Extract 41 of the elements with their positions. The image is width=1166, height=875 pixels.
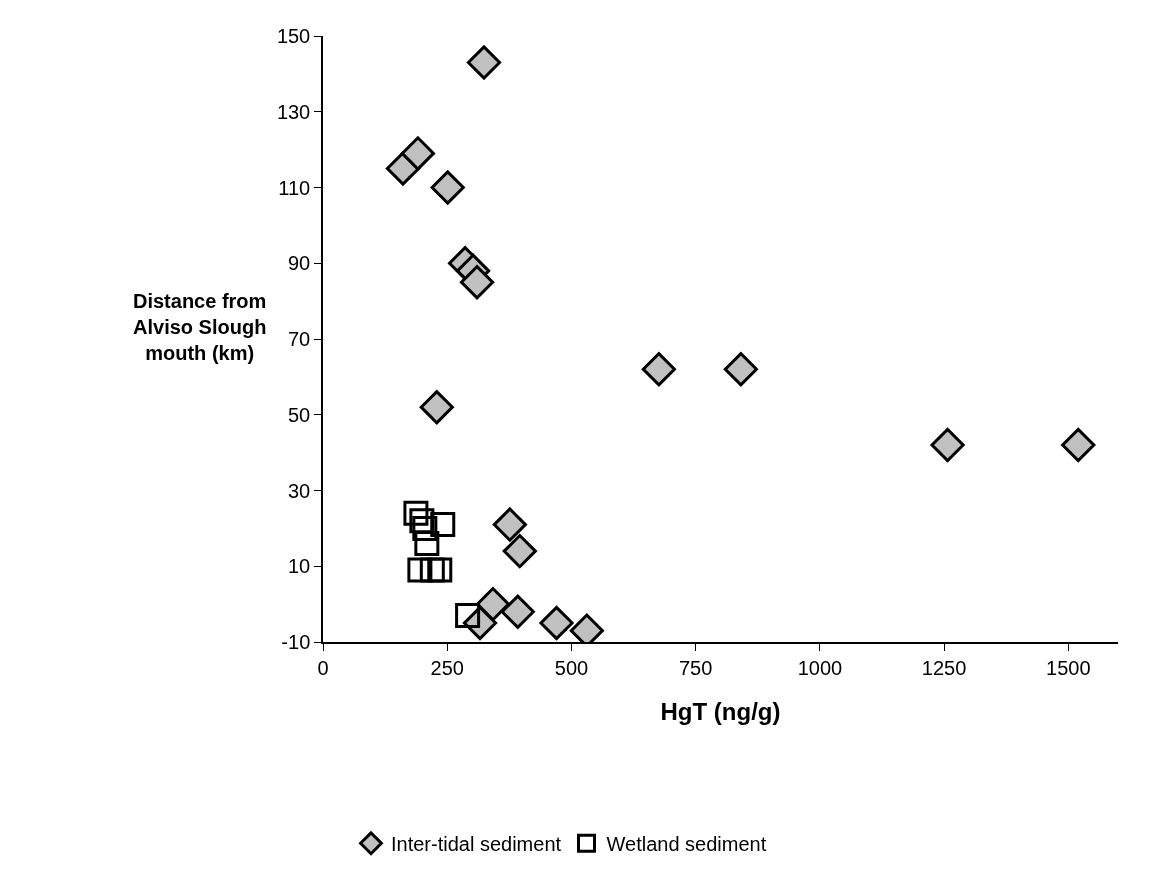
point [419, 557, 445, 583]
x-tick-label: 500 [554, 656, 589, 679]
point [419, 390, 454, 425]
y-tick-label: -10 [281, 631, 311, 653]
x-tick-label: 1250 [921, 656, 967, 679]
point [500, 594, 535, 629]
point [930, 427, 965, 463]
y-tick-label: 10 [288, 555, 311, 578]
point [409, 508, 435, 534]
y-tick-label: 30 [288, 479, 311, 502]
x-tick-label: 750 [678, 656, 713, 679]
point [1061, 427, 1096, 463]
point [400, 136, 435, 171]
point [403, 500, 429, 526]
legend-label: Wetland sediment [606, 833, 767, 856]
x-axis-title: HgT (ng/g) [660, 697, 781, 725]
point [539, 605, 574, 641]
x-tick-label: 1500 [1046, 656, 1091, 679]
point [412, 515, 438, 541]
point [414, 531, 440, 557]
point [427, 557, 453, 583]
point [430, 170, 465, 205]
y-tick-label: 130 [276, 100, 311, 123]
y-tick-label: 50 [288, 403, 311, 426]
point [492, 507, 527, 542]
point [407, 557, 433, 583]
x-tick-label: 0 [317, 656, 329, 679]
legend-label: Inter-tidal sediment [391, 833, 562, 856]
y-tick-label: 70 [288, 328, 311, 350]
point [430, 512, 456, 538]
point [723, 352, 758, 387]
x-tick-label: 250 [430, 656, 464, 679]
y-axis-title: Distance from Alviso Slough mouth (km) [133, 290, 267, 364]
point [641, 352, 676, 387]
y-tick-label: 110 [278, 176, 311, 199]
point [459, 265, 495, 300]
y-tick-label: 150 [276, 25, 311, 47]
point [502, 534, 537, 569]
point [466, 45, 502, 80]
x-tick-label: 1000 [797, 656, 843, 679]
y-tick-label: 90 [288, 252, 311, 275]
